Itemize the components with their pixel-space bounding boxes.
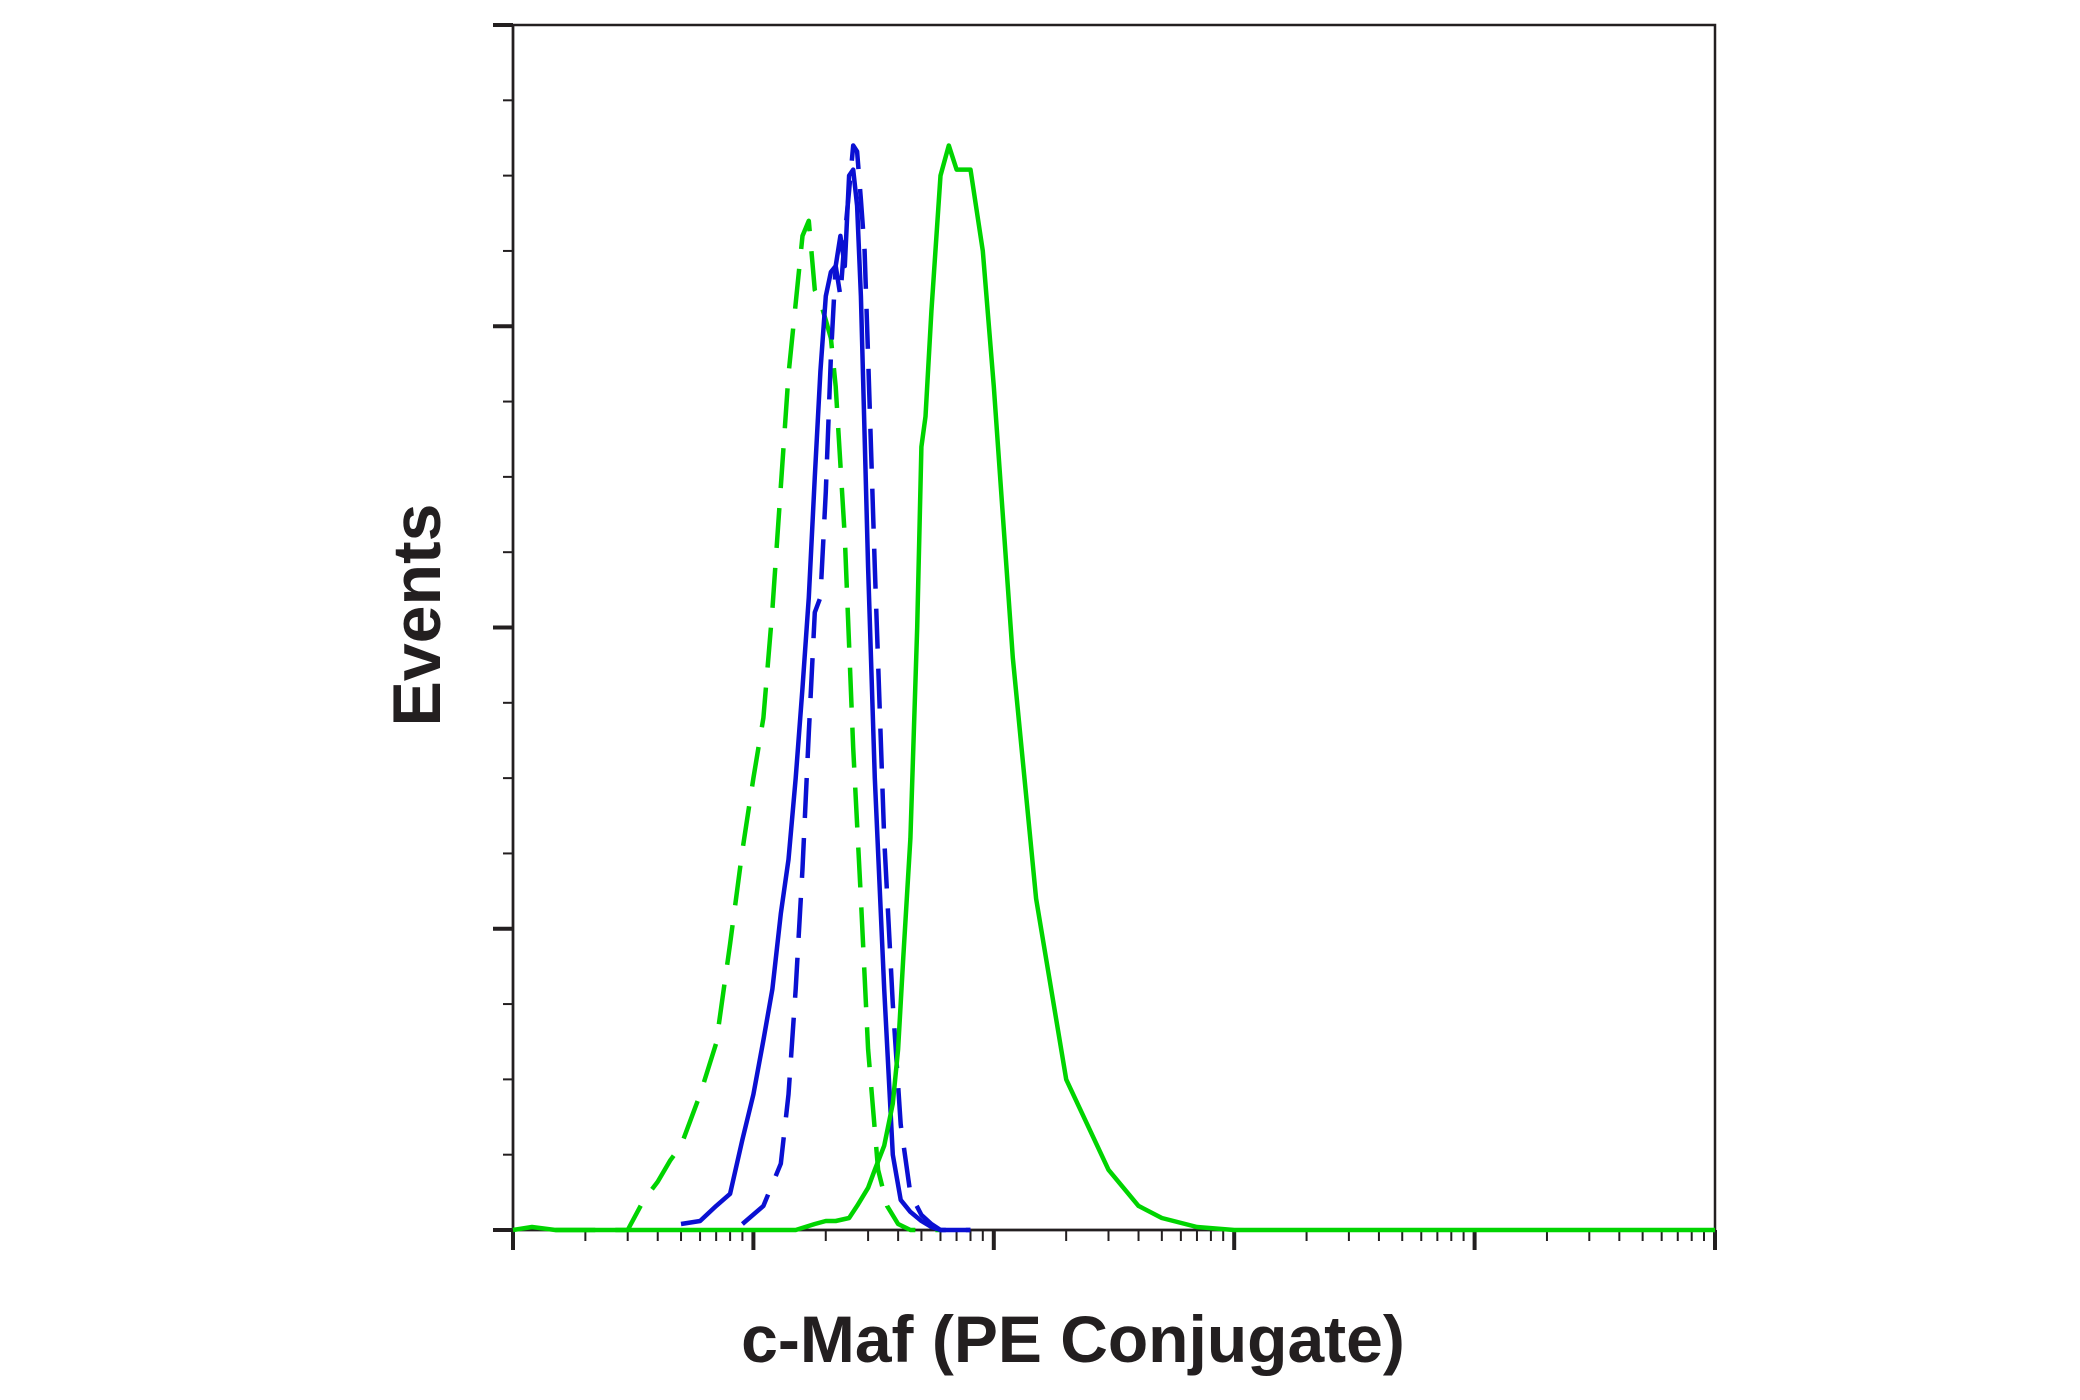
y-axis-title: Events: [379, 504, 455, 727]
x-axis: [511, 1228, 1717, 1250]
y-axis: [493, 23, 515, 1242]
series-layer: [512, 143, 1715, 1233]
series-4-line: [512, 143, 1715, 1233]
plot-frame: [511, 23, 1717, 1232]
series-2-line: [680, 167, 971, 1233]
series-1-line: [555, 218, 941, 1233]
x-axis-title: c-Maf (PE Conjugate): [741, 1302, 1405, 1376]
series-3-line: [740, 143, 971, 1233]
